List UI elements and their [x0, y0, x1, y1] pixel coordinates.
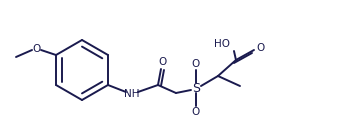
- Text: S: S: [192, 81, 200, 94]
- Text: O: O: [159, 57, 167, 67]
- Text: HO: HO: [214, 39, 230, 49]
- Text: O: O: [32, 44, 40, 54]
- Text: NH: NH: [124, 89, 140, 99]
- Text: O: O: [257, 43, 265, 53]
- Text: O: O: [192, 107, 200, 117]
- Text: O: O: [192, 59, 200, 69]
